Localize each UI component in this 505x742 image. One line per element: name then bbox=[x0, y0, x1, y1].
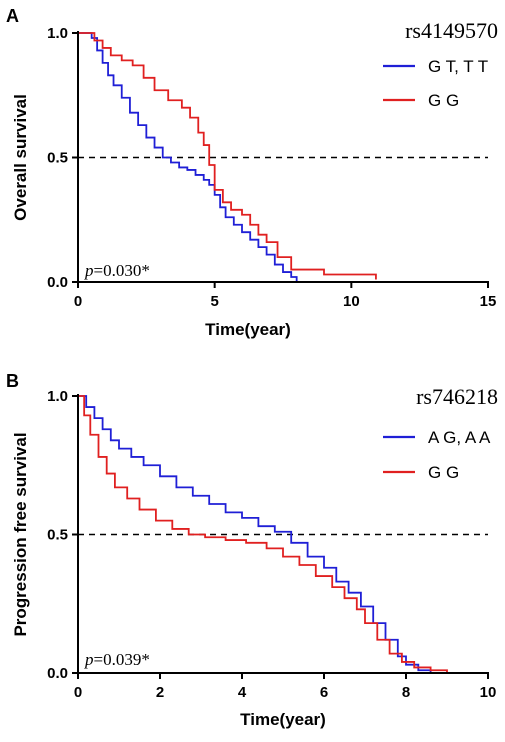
panel-a-x-tick-label: 0 bbox=[74, 293, 82, 310]
panel-b-snp-label: rs746218 bbox=[416, 384, 498, 409]
progression-free-survival-svg: B 0 2 4 6 8 10 0.0 0.5 1.0 Time(year) Progression f… bbox=[6, 371, 498, 729]
panel-b-x-axis-title: Time(year) bbox=[240, 710, 326, 729]
panel-a-x-tick-label: 5 bbox=[210, 293, 218, 310]
panel-b-y-tick-label: 0.5 bbox=[47, 527, 68, 544]
panel-a-x-axis-title: Time(year) bbox=[205, 320, 291, 339]
panel-b-y-axis-title: Progression free survival bbox=[11, 432, 30, 636]
panel-b-x-tick-label: 10 bbox=[480, 684, 497, 701]
panel-a-series-line-2 bbox=[78, 32, 377, 280]
panel-b-series-line-2 bbox=[78, 395, 448, 673]
panel-a-snp-label: rs4149570 bbox=[405, 18, 498, 43]
panel-a-y-tick-label: 0.5 bbox=[47, 150, 68, 167]
panel-b-x-tick-label: 6 bbox=[320, 684, 328, 701]
panel-a-legend-label-2: G G bbox=[428, 91, 459, 110]
panel-b-y-tick-label: 1.0 bbox=[47, 388, 68, 405]
panel-b-p-value: p=0.039* bbox=[84, 650, 150, 669]
panel-b-legend-label-2: G G bbox=[428, 463, 459, 482]
panel-b-series-line-1 bbox=[78, 395, 432, 673]
panel-a-letter: A bbox=[6, 6, 19, 26]
panel-a-series-line-1 bbox=[78, 32, 298, 282]
panel-a-legend-label-1: G T, T T bbox=[428, 57, 488, 76]
overall-survival-svg: A 0 5 10 15 0.0 0.5 1.0 Time(year) Overall surviv… bbox=[6, 6, 498, 339]
panel-b-y-tick-label: 0.0 bbox=[47, 665, 68, 682]
panel-b-progression-free-survival-chart: B 0 2 4 6 8 10 0.0 0.5 1.0 Time(year) Progression f… bbox=[0, 365, 505, 742]
panel-a-y-tick-label: 1.0 bbox=[47, 25, 68, 42]
panel-a-p-value: p=0.030* bbox=[84, 261, 150, 280]
panel-b-x-tick-label: 0 bbox=[74, 684, 82, 701]
panel-a-x-tick-label: 10 bbox=[343, 293, 360, 310]
panel-b-x-tick-label: 8 bbox=[402, 684, 410, 701]
panel-a-overall-survival-chart: A 0 5 10 15 0.0 0.5 1.0 Time(year) Overall surviv… bbox=[0, 0, 505, 355]
panel-b-legend-label-1: A G, A A bbox=[428, 428, 491, 447]
panel-a-y-tick-label: 0.0 bbox=[47, 274, 68, 291]
panel-b-x-tick-label: 2 bbox=[156, 684, 164, 701]
panel-b-letter: B bbox=[6, 371, 19, 391]
panel-b-x-tick-label: 4 bbox=[238, 684, 247, 701]
panel-a-y-axis-title: Overall survival bbox=[11, 94, 30, 221]
panel-a-x-tick-label: 15 bbox=[480, 293, 497, 310]
